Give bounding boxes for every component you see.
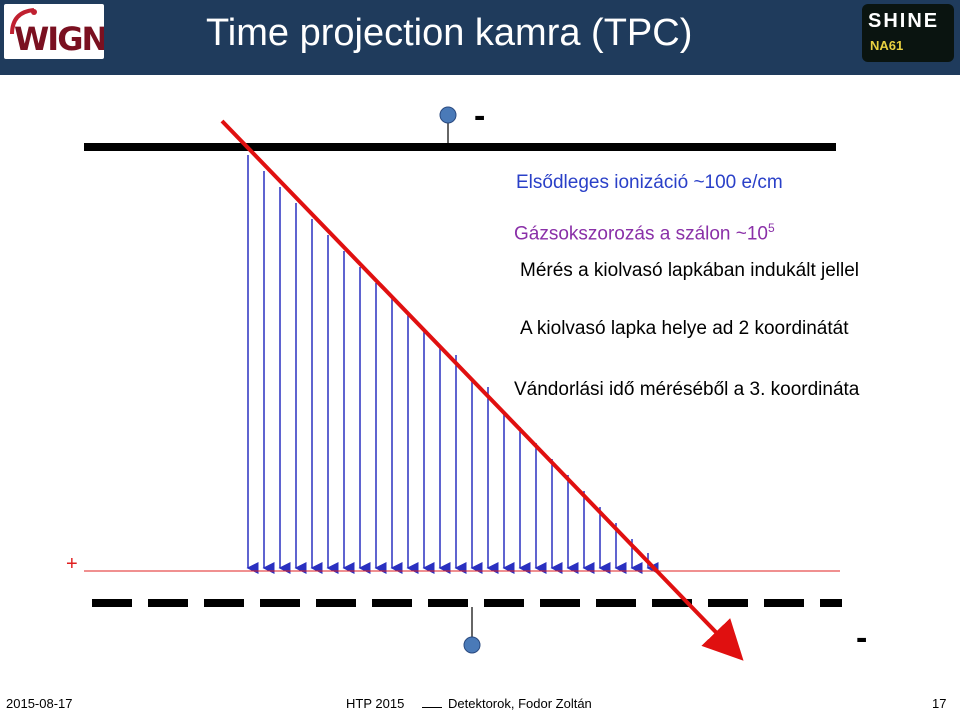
plus-polarity-sign: +: [66, 553, 78, 575]
wigner-logo-emblem: [10, 8, 37, 35]
label-pad-position: A kiolvasó lapka helye ad 2 koordinátát: [520, 318, 849, 339]
footer-page-number: 17: [932, 696, 947, 711]
footer-conference: HTP 2015: [346, 696, 405, 711]
drift-arrows: [246, 155, 659, 574]
tpc-diagram: - Elsődleges ionizáció ~100 e/cm Gázsoks…: [0, 75, 960, 692]
shine-na61-logo: SHINE NA61: [862, 4, 954, 62]
tpc-diagram-graphics: [84, 106, 842, 661]
label-gas-multiplication: Gázsokszorozás a szálon ~105: [514, 221, 775, 245]
footer-date: 2015-08-17: [6, 696, 73, 711]
top-polarity-sign: -: [474, 97, 486, 135]
title-bar: WIGNER Time projection kamra (TPC) SHINE…: [0, 0, 960, 75]
label-measurement: Mérés a kiolvasó lapkában indukált jelle…: [520, 260, 860, 281]
shine-logo-text: SHINE: [868, 10, 940, 32]
wigner-logo: WIGNER: [4, 4, 104, 59]
wigner-logo-text: WIGNER: [14, 20, 104, 58]
slide-title: Time projection kamra (TPC): [206, 12, 693, 54]
gas-multiplication-exponent: 5: [768, 221, 775, 235]
slide-footer: 2015-08-17 HTP 2015 Detektorok, Fodor Zo…: [0, 692, 960, 715]
label-drift-time: Vándorlási idő méréséből a 3. koordináta: [514, 379, 860, 400]
particle-track: [220, 119, 744, 661]
bottom-polarity-sign: -: [856, 619, 868, 657]
label-primary-ionization: Elsődleges ionizáció ~100 e/cm: [516, 172, 783, 193]
bottom-connector-node: [463, 636, 481, 654]
gas-multiplication-text: Gázsokszorozás a szálon ~10: [514, 223, 768, 245]
top-electrode: [84, 143, 836, 151]
footer-separator: [422, 707, 442, 708]
top-connector-node: [439, 106, 457, 124]
na61-logo-text: NA61: [870, 38, 904, 53]
footer-author: Detektorok, Fodor Zoltán: [448, 696, 592, 711]
